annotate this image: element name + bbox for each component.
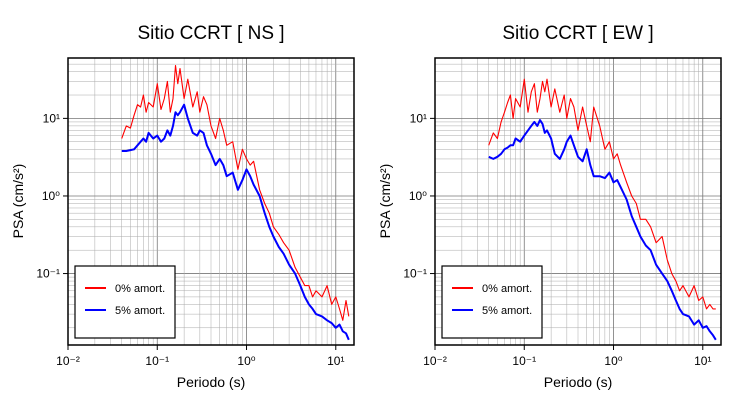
x-axis-label: Periodo (s) — [544, 374, 612, 390]
chart-title: Sitio CCRT [ EW ] — [502, 23, 653, 44]
y-tick-label: 10⁰ — [42, 189, 60, 203]
legend-label: 0% amort. — [115, 283, 165, 295]
x-tick-label: 10⁻¹ — [512, 354, 536, 368]
y-tick-label: 10⁻¹ — [36, 267, 60, 281]
tick-labels: 10⁻² 10⁻¹ 10⁰ 10¹ 10⁻¹ 10⁰ 10¹ — [403, 111, 711, 368]
series-group — [488, 78, 717, 341]
x-tick-label: 10⁰ — [237, 354, 255, 368]
series-line-undamped — [488, 78, 716, 310]
series-line-damped — [488, 119, 717, 341]
legend-label: 0% amort. — [482, 283, 532, 295]
y-axis-label: PSA (cm/s²) — [10, 164, 26, 239]
y-tick-label: 10⁰ — [409, 189, 427, 203]
x-tick-label: 10⁰ — [604, 354, 622, 368]
x-tick-label: 10⁻² — [423, 354, 447, 368]
y-axis-label: PSA (cm/s²) — [377, 164, 393, 239]
series-group — [121, 64, 350, 341]
series-line-damped — [121, 103, 350, 341]
x-tick-label: 10¹ — [327, 354, 344, 368]
legend-box — [74, 265, 176, 339]
chart-panel-ew: Sitio CCRT [ EW ] 10⁻² 10⁻¹ 10⁰ 10¹10⁻¹10⁰1… — [377, 23, 722, 390]
legend: 0% amort. 5% amort. — [441, 265, 543, 339]
x-tick-label: 10⁻¹ — [145, 354, 169, 368]
x-axis-label: Periodo (s) — [177, 374, 245, 390]
y-tick-label: 10¹ — [410, 111, 427, 125]
legend-box — [441, 265, 543, 339]
y-tick-label: 10¹ — [43, 111, 60, 125]
plot-frame — [434, 57, 722, 346]
x-tick-label: 10¹ — [694, 354, 711, 368]
plot-frame — [67, 57, 355, 346]
x-tick-label: 10⁻² — [56, 354, 80, 368]
tick-labels: 10⁻² 10⁻¹ 10⁰ 10¹ 10⁻¹ 10⁰ 10¹ — [36, 111, 344, 368]
chart-panel-ns: Sitio CCRT [ NS ] 10⁻² 10⁻¹ 10⁰ 10¹10⁻¹10⁰1… — [10, 23, 355, 390]
y-tick-label: 10⁻¹ — [403, 267, 427, 281]
chart-title: Sitio CCRT [ NS ] — [137, 23, 284, 44]
legend-label: 5% amort. — [115, 305, 165, 317]
legend: 0% amort. 5% amort. — [74, 265, 176, 339]
series-line-undamped — [121, 64, 350, 321]
legend-label: 5% amort. — [482, 305, 532, 317]
grid — [434, 57, 721, 345]
